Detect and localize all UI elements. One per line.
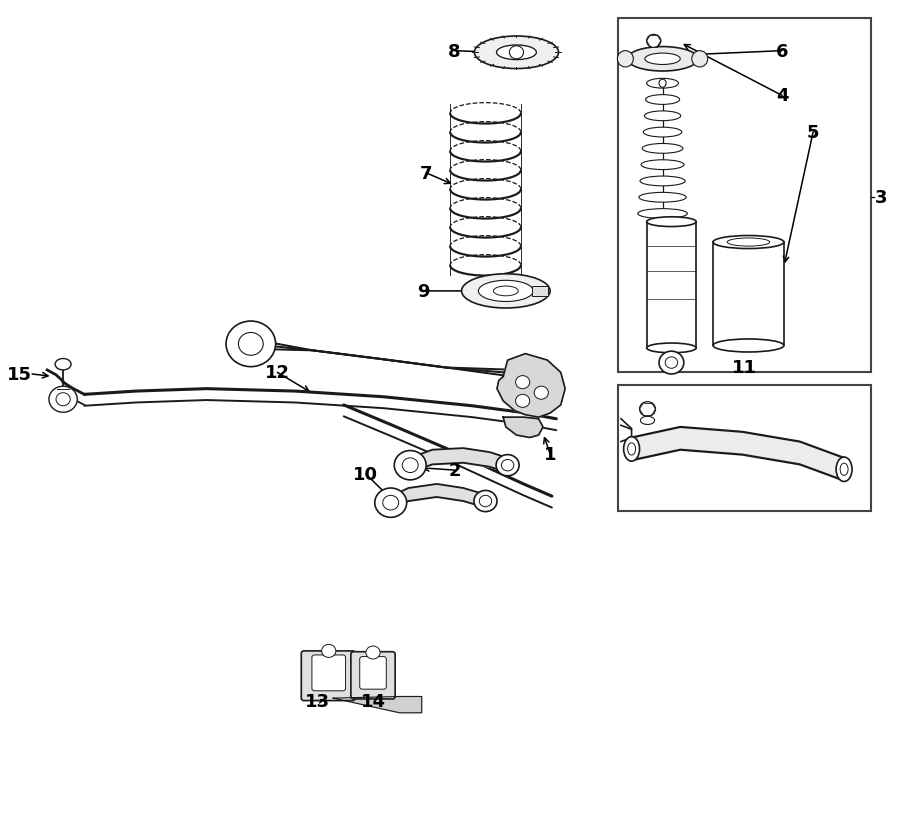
- Circle shape: [516, 395, 530, 408]
- Polygon shape: [497, 354, 565, 418]
- Ellipse shape: [643, 144, 683, 154]
- Circle shape: [474, 491, 497, 512]
- Ellipse shape: [55, 359, 71, 370]
- Circle shape: [509, 47, 524, 60]
- Text: 8: 8: [448, 43, 461, 61]
- Ellipse shape: [644, 111, 680, 121]
- Ellipse shape: [645, 96, 680, 106]
- Ellipse shape: [641, 161, 684, 170]
- Ellipse shape: [462, 274, 550, 309]
- Ellipse shape: [479, 281, 534, 302]
- FancyBboxPatch shape: [302, 651, 356, 701]
- Ellipse shape: [713, 236, 784, 249]
- FancyBboxPatch shape: [351, 652, 395, 699]
- Text: 13: 13: [305, 692, 329, 710]
- Text: 3: 3: [875, 189, 887, 207]
- Bar: [533, 287, 548, 296]
- Circle shape: [49, 387, 77, 413]
- Polygon shape: [503, 418, 543, 438]
- Ellipse shape: [617, 52, 634, 68]
- Ellipse shape: [713, 340, 784, 352]
- Text: 6: 6: [776, 43, 788, 61]
- Ellipse shape: [640, 177, 685, 187]
- Ellipse shape: [640, 402, 655, 417]
- Ellipse shape: [645, 54, 680, 66]
- Ellipse shape: [627, 48, 698, 72]
- Ellipse shape: [646, 344, 697, 353]
- Bar: [618, 385, 870, 511]
- Circle shape: [321, 645, 336, 658]
- Circle shape: [374, 488, 407, 518]
- Circle shape: [226, 322, 275, 367]
- Ellipse shape: [641, 417, 654, 425]
- Ellipse shape: [624, 437, 640, 462]
- Ellipse shape: [474, 37, 559, 70]
- Ellipse shape: [836, 458, 852, 482]
- FancyBboxPatch shape: [312, 655, 346, 691]
- Ellipse shape: [497, 46, 536, 61]
- Circle shape: [659, 351, 684, 374]
- Text: 9: 9: [418, 283, 429, 301]
- Circle shape: [394, 451, 426, 480]
- Ellipse shape: [692, 52, 707, 68]
- Ellipse shape: [646, 218, 697, 228]
- Text: 11: 11: [733, 359, 758, 377]
- Text: 15: 15: [7, 365, 32, 383]
- Circle shape: [496, 455, 519, 476]
- Text: 14: 14: [361, 692, 385, 710]
- FancyBboxPatch shape: [360, 657, 386, 690]
- Text: 1: 1: [544, 446, 556, 464]
- Polygon shape: [333, 697, 422, 713]
- Ellipse shape: [639, 193, 687, 203]
- Circle shape: [516, 376, 530, 389]
- Circle shape: [535, 387, 548, 400]
- Ellipse shape: [646, 35, 661, 48]
- Ellipse shape: [646, 79, 679, 89]
- Text: 5: 5: [807, 124, 819, 142]
- Bar: [618, 19, 870, 373]
- Text: 2: 2: [448, 462, 461, 479]
- Text: 7: 7: [420, 165, 432, 183]
- Text: 4: 4: [776, 88, 788, 106]
- Circle shape: [366, 646, 380, 659]
- Text: 12: 12: [265, 364, 290, 382]
- Ellipse shape: [659, 80, 666, 88]
- Text: 10: 10: [354, 465, 378, 483]
- Ellipse shape: [644, 128, 682, 138]
- Ellipse shape: [638, 210, 688, 219]
